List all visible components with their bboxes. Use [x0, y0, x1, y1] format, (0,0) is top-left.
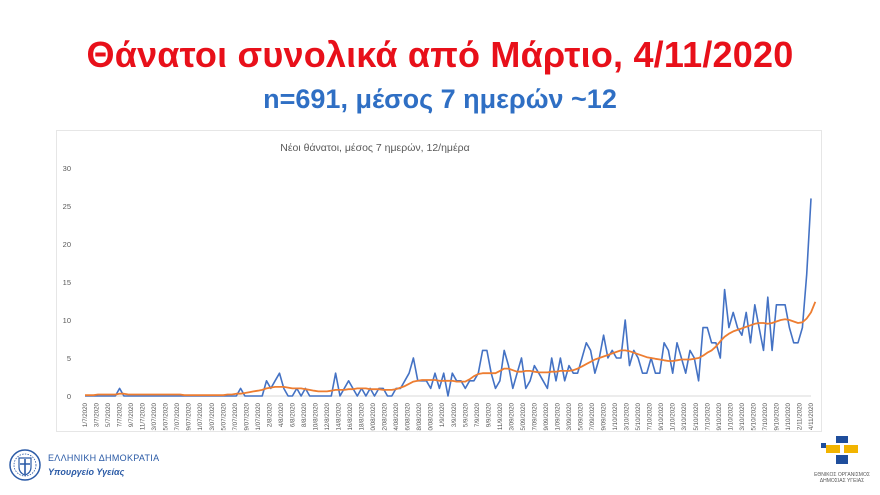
- x-tick-label: 18/8/2020: [359, 402, 366, 430]
- eody-line1: ΕΘΝΙΚΟΣ ΟΡΓΑΝΙΣΜΟΣ: [814, 472, 870, 478]
- x-tick-label: 27/07/2020: [232, 402, 239, 431]
- x-tick-label: 25/07/2020: [220, 402, 227, 431]
- x-tick-label: 13/10/2020: [681, 402, 688, 431]
- x-tick-label: 5/7/2020: [105, 402, 112, 427]
- x-tick-label: 23/07/2020: [209, 402, 216, 431]
- x-tick-label: 4/8/2020: [278, 402, 285, 427]
- x-tick-label: 3/9/2020: [451, 402, 458, 427]
- chart-title: Νέοι θάνατοι, μέσος 7 ημερών, 12/ημέρα: [280, 142, 469, 154]
- x-tick-label: 1/7/2020: [82, 402, 89, 427]
- x-tick-label: 16/8/2020: [347, 402, 354, 430]
- x-tick-label: 29/07/2020: [243, 402, 250, 431]
- y-axis: 0 5 10 15 20 25 30: [63, 164, 71, 401]
- chart-frame: Νέοι θάνατοι, μέσος 7 ημερών, 12/ημέρα 0…: [56, 130, 822, 432]
- x-tick-label: 7/7/2020: [117, 402, 124, 427]
- ministry-logo: ΕΛΛΗΝΙΚΗ ΔΗΜΟΚΡΑΤΙΑ Υπουργείο Υγείας: [8, 446, 208, 486]
- y-tick-label: 0: [67, 392, 71, 401]
- x-tick-label: 15/09/2020: [520, 402, 527, 431]
- x-tick-label: 9/10/2020: [658, 402, 665, 430]
- x-tick-label: 25/09/2020: [578, 402, 585, 431]
- x-tick-label: 7/10/2020: [647, 402, 654, 430]
- y-tick-label: 30: [63, 164, 71, 173]
- x-tick-label: 10/8/2020: [312, 402, 319, 430]
- x-tick-label: 21/09/2020: [554, 402, 561, 431]
- x-tick-label: 5/10/2020: [635, 402, 642, 430]
- x-tick-label: 11/7/2020: [140, 402, 147, 430]
- x-tick-label: 14/8/2020: [336, 402, 343, 430]
- x-tick-label: 30/08/2020: [428, 402, 435, 431]
- slide-title: Θάνατοι συνολικά από Μάρτιο, 4/11/2020: [86, 34, 794, 75]
- x-tick-label: 21/07/2020: [197, 402, 204, 431]
- x-tick-label: 8/8/2020: [301, 402, 308, 427]
- x-tick-label: 9/7/2020: [128, 402, 135, 427]
- x-tick-label: 23/09/2020: [566, 402, 573, 431]
- x-tick-label: 26/08/2020: [405, 402, 412, 431]
- y-tick-label: 5: [67, 354, 71, 363]
- x-tick-label: 2/11/2020: [796, 402, 803, 430]
- x-tick-label: 31/07/2020: [255, 402, 262, 431]
- x-tick-label: 27/09/2020: [589, 402, 596, 431]
- x-tick-label: 20/08/2020: [370, 402, 377, 431]
- x-tick-label: 24/08/2020: [393, 402, 400, 431]
- x-tick-label: 19/07/2020: [186, 402, 193, 431]
- eody-logo: ΕΘΝΙΚΟΣ ΟΡΓΑΝΙΣΜΟΣ ΔΗΜΟΣΙΑΣ ΥΓΕΙΑΣ: [812, 434, 872, 490]
- x-tick-label: 9/9/2020: [485, 402, 492, 427]
- x-tick-label: 19/10/2020: [716, 402, 723, 431]
- x-tick-label: 29/10/2020: [773, 402, 780, 431]
- deaths-line-chart: Νέοι θάνατοι, μέσος 7 ημερών, 12/ημέρα 0…: [63, 142, 817, 431]
- x-tick-label: 6/8/2020: [289, 402, 296, 427]
- x-tick-label: 28/08/2020: [416, 402, 423, 431]
- x-tick-label: 13/09/2020: [508, 402, 515, 431]
- x-tick-label: 3/10/2020: [624, 402, 631, 430]
- x-tick-label: 17/09/2020: [531, 402, 538, 431]
- eody-text: ΕΘΝΙΚΟΣ ΟΡΓΑΝΙΣΜΟΣ ΔΗΜΟΣΙΑΣ ΥΓΕΙΑΣ: [812, 472, 872, 484]
- x-tick-label: 1/10/2020: [612, 402, 619, 430]
- x-tick-label: 15/10/2020: [693, 402, 700, 431]
- x-tick-label: 23/10/2020: [739, 402, 746, 431]
- x-axis: 1/7/2020 3/7/2020 5/7/2020 7/7/2020 9/7/2020…: [82, 395, 815, 431]
- x-tick-label: 22/08/2020: [382, 402, 389, 431]
- x-tick-label: 13/07/2020: [151, 402, 158, 431]
- x-tick-label: 31/10/2020: [785, 402, 792, 431]
- slide-subtitle: n=691, μέσος 7 ημερών ~12: [263, 84, 617, 114]
- x-tick-label: 1/9/2020: [439, 402, 446, 427]
- x-tick-label: 25/10/2020: [750, 402, 757, 431]
- x-tick-label: 7/9/2020: [474, 402, 481, 427]
- seven-day-average-line: [85, 301, 817, 397]
- y-tick-label: 20: [63, 240, 71, 249]
- x-tick-label: 29/09/2020: [601, 402, 608, 431]
- x-tick-label: 2/8/2020: [266, 402, 273, 427]
- series-layer: [85, 198, 817, 397]
- y-tick-label: 25: [63, 202, 71, 211]
- daily-deaths-line: [85, 198, 812, 397]
- eody-logo-icon: [821, 436, 858, 464]
- x-tick-label: 11/9/2020: [497, 402, 504, 430]
- y-tick-label: 15: [63, 278, 71, 287]
- x-tick-label: 19/09/2020: [543, 402, 550, 431]
- x-tick-label: 4/11/2020: [808, 402, 815, 430]
- x-tick-label: 17/10/2020: [704, 402, 711, 431]
- greek-coat-of-arms-icon: [9, 449, 41, 481]
- x-tick-label: 15/07/2020: [163, 402, 170, 431]
- x-tick-label: 17/07/2020: [174, 402, 181, 431]
- x-tick-label: 27/10/2020: [762, 402, 769, 431]
- x-tick-label: 5/9/2020: [462, 402, 469, 427]
- x-tick-label: 12/8/2020: [324, 402, 331, 430]
- ministry-line1: ΕΛΛΗΝΙΚΗ ΔΗΜΟΚΡΑΤΙΑ: [48, 453, 160, 463]
- x-tick-label: 11/10/2020: [670, 402, 677, 431]
- x-tick-label: 3/7/2020: [94, 402, 101, 427]
- ministry-line2: Υπουργείο Υγείας: [48, 467, 125, 477]
- eody-line2: ΔΗΜΟΣΙΑΣ ΥΓΕΙΑΣ: [819, 478, 865, 484]
- x-tick-label: 21/10/2020: [727, 402, 734, 431]
- y-tick-label: 10: [63, 316, 71, 325]
